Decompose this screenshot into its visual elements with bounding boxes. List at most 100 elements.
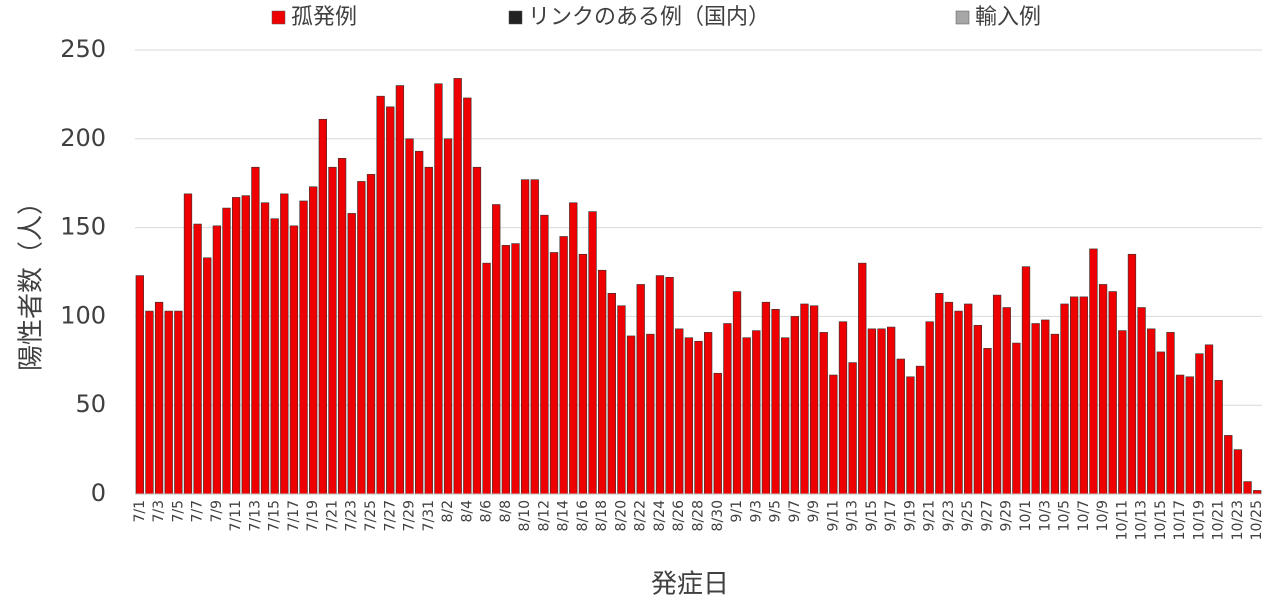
bar — [1233, 449, 1243, 495]
bar — [925, 321, 934, 495]
bar — [135, 275, 144, 495]
bar — [569, 202, 578, 495]
bar — [626, 335, 636, 495]
bar — [1127, 253, 1137, 495]
bar — [598, 269, 607, 495]
bar — [289, 225, 299, 495]
bar — [935, 293, 944, 495]
bar — [424, 166, 433, 495]
bar — [617, 305, 626, 495]
bar — [1137, 307, 1146, 495]
x-tick-label: 9/3 — [748, 500, 764, 523]
x-tick-label: 7/11 — [228, 500, 244, 531]
x-tick-label: 7/17 — [286, 500, 302, 531]
bar — [1098, 284, 1108, 495]
x-tick-label: 10/15 — [1153, 500, 1169, 540]
x-tick-label: 7/15 — [267, 500, 283, 531]
bar — [1195, 353, 1204, 495]
bar — [212, 225, 222, 495]
bar — [559, 236, 568, 495]
x-tick-label: 10/19 — [1191, 500, 1207, 540]
x-tick-label: 7/9 — [209, 500, 225, 523]
bar — [203, 257, 212, 495]
bar — [665, 277, 674, 495]
bar — [886, 326, 896, 495]
bar — [174, 310, 183, 495]
legend-label: リンクのある例（国内） — [528, 5, 770, 30]
x-tick-label: 8/24 — [652, 500, 668, 532]
bar — [482, 262, 491, 495]
x-tick-label: 8/16 — [575, 500, 591, 532]
bar — [838, 321, 848, 495]
bar — [1204, 344, 1214, 495]
x-tick-label: 7/5 — [170, 500, 186, 523]
bar — [896, 358, 905, 495]
bar — [1166, 332, 1175, 495]
bar — [578, 253, 588, 495]
x-tick-label: 10/7 — [1076, 500, 1092, 531]
bar — [646, 333, 655, 495]
bar — [511, 243, 520, 495]
bar — [964, 303, 973, 495]
x-tick-label: 7/13 — [247, 500, 263, 531]
bar — [501, 245, 511, 495]
x-tick-label: 9/21 — [922, 500, 938, 531]
x-tick-label: 9/13 — [845, 500, 861, 531]
y-tick-label: 0 — [91, 479, 106, 507]
bar — [453, 78, 462, 495]
x-tick-label: 10/3 — [1037, 500, 1053, 531]
bar — [328, 166, 337, 495]
y-tick-label: 150 — [60, 213, 106, 241]
bar — [1002, 307, 1011, 495]
bar — [463, 97, 472, 495]
x-tick-label: 9/11 — [825, 500, 841, 531]
legend-swatch — [955, 10, 970, 25]
x-tick-label: 8/8 — [498, 500, 514, 523]
x-tick-label: 7/21 — [324, 500, 340, 531]
x-tick-label: 8/12 — [536, 500, 552, 531]
bar — [164, 310, 173, 495]
bar — [183, 193, 193, 495]
x-tick-label: 9/7 — [787, 500, 803, 523]
bar — [347, 213, 356, 495]
x-tick-label: 8/14 — [556, 500, 572, 532]
x-tick-label: 7/25 — [363, 500, 379, 531]
x-tick-label: 10/9 — [1095, 500, 1111, 531]
bar — [193, 223, 202, 495]
x-tick-label: 7/27 — [382, 500, 398, 531]
x-tick-label: 9/5 — [768, 500, 784, 523]
x-tick-label: 7/7 — [190, 500, 206, 523]
bar — [492, 204, 501, 495]
x-tick-label: 7/3 — [151, 500, 167, 523]
x-tick-label: 9/17 — [883, 500, 899, 531]
x-tick-label: 9/27 — [979, 500, 995, 531]
bar — [954, 310, 963, 495]
x-tick-label: 7/31 — [421, 500, 437, 531]
x-tick-label: 9/23 — [941, 500, 957, 531]
bar — [790, 316, 799, 495]
bar — [1175, 374, 1185, 495]
bar — [1012, 342, 1021, 495]
bar — [1253, 490, 1262, 495]
bar — [1185, 376, 1194, 495]
bar — [376, 95, 385, 495]
bar — [145, 310, 154, 495]
bar — [520, 179, 530, 495]
bar — [309, 186, 318, 495]
bar — [222, 207, 231, 495]
x-tick-label: 8/6 — [479, 500, 495, 523]
bar — [405, 138, 414, 495]
x-tick-label: 10/5 — [1057, 500, 1073, 531]
x-tick-label: 8/26 — [671, 500, 687, 532]
bar — [983, 348, 992, 495]
bar — [1156, 351, 1166, 495]
bar — [1031, 323, 1040, 495]
legend-label: 輸入例 — [975, 5, 1041, 30]
x-axis-title: 発症日 — [651, 570, 729, 600]
bar — [1243, 481, 1252, 495]
x-tick-label: 10/1 — [1018, 500, 1034, 531]
bar — [337, 158, 347, 495]
bar — [915, 365, 925, 495]
y-tick-label: 200 — [60, 124, 106, 152]
